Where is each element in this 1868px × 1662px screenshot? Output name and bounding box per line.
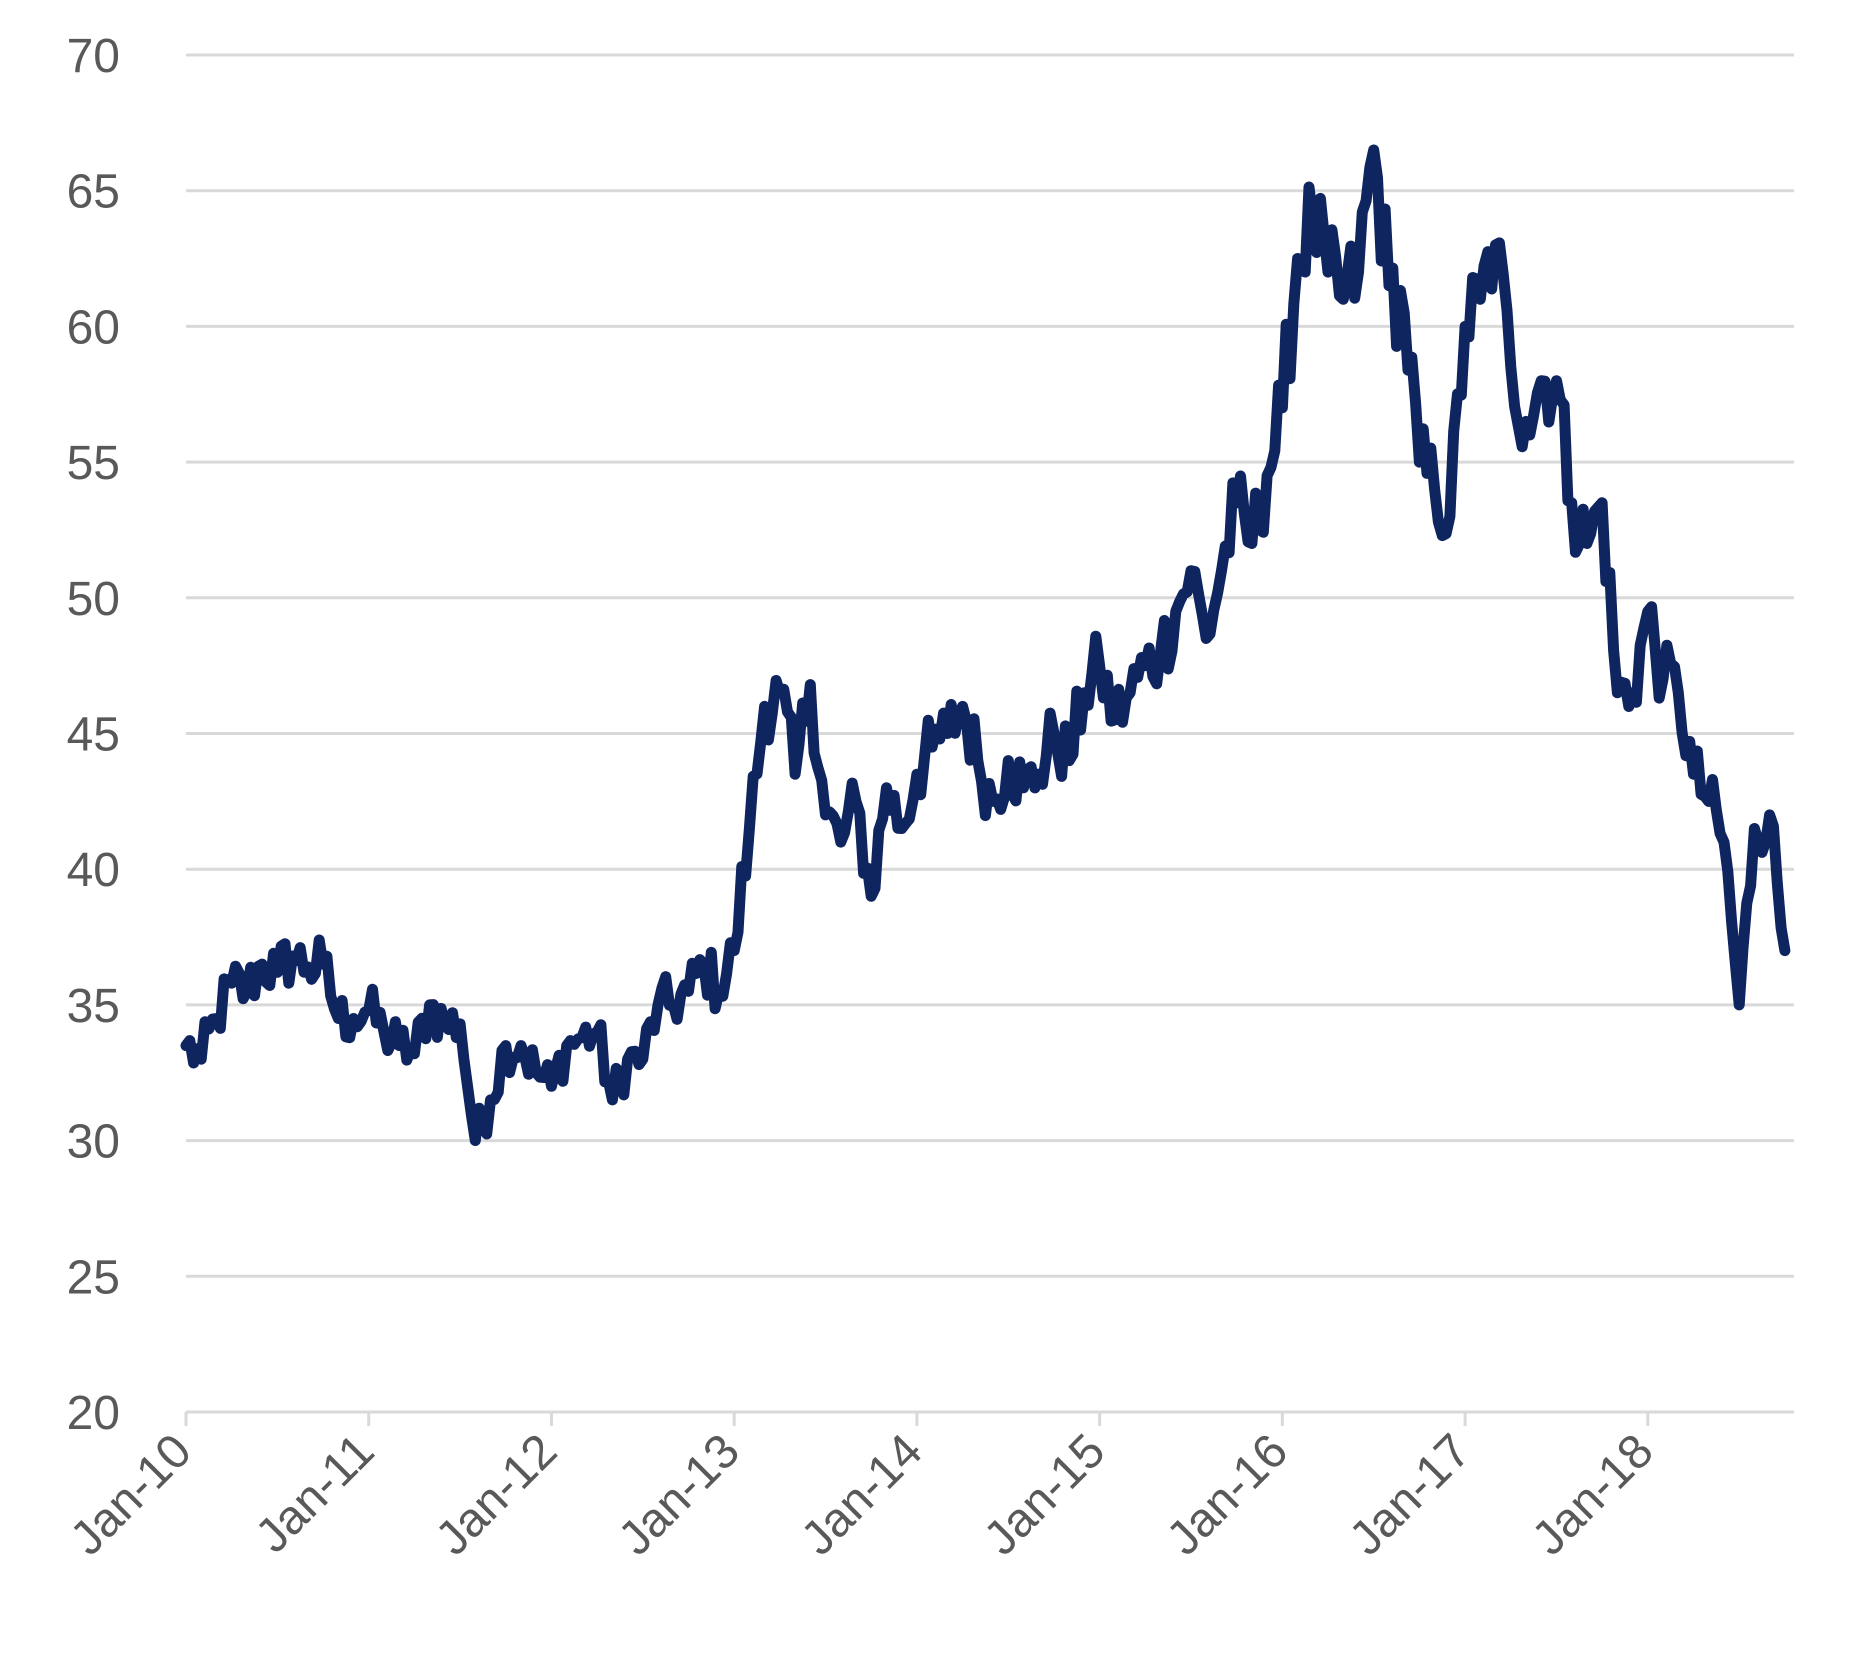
gridlines: [186, 53, 1794, 1278]
x-tick-label: Jan-15: [974, 1424, 1115, 1565]
series-line: [180, 144, 1791, 1147]
y-tick-label: 50: [67, 573, 120, 626]
y-tick-label: 45: [67, 709, 120, 762]
x-tick-label: Jan-18: [1522, 1424, 1663, 1565]
y-tick-label: 70: [67, 30, 120, 83]
y-tick-label: 30: [67, 1116, 120, 1169]
x-tick-label: Jan-10: [61, 1424, 202, 1565]
y-tick-label: 55: [67, 437, 120, 490]
series-layer: [180, 144, 1791, 1147]
x-tick-label: Jan-13: [609, 1424, 750, 1565]
y-tick-label: 40: [67, 844, 120, 897]
y-tick-label: 60: [67, 301, 120, 354]
x-tick-label: Jan-14: [791, 1424, 932, 1565]
x-tick-label: Jan-16: [1157, 1424, 1298, 1565]
y-tick-label: 20: [67, 1387, 120, 1440]
x-axis: Jan-10 Jan-11 Jan-12 Jan-13 Jan-14 Jan-15 Jan-…: [61, 1410, 1794, 1566]
y-tick-label: 35: [67, 980, 120, 1033]
y-axis-tick-labels: 20 25 30 35 40 45 50 55 60 65 70: [67, 30, 120, 1440]
x-tick-label: Jan-12: [426, 1424, 567, 1565]
x-tick-label: Jan-11: [246, 1424, 385, 1563]
y-tick-label: 65: [67, 166, 120, 219]
y-tick-label: 25: [67, 1251, 120, 1304]
x-tick-label: Jan-17: [1340, 1424, 1481, 1565]
